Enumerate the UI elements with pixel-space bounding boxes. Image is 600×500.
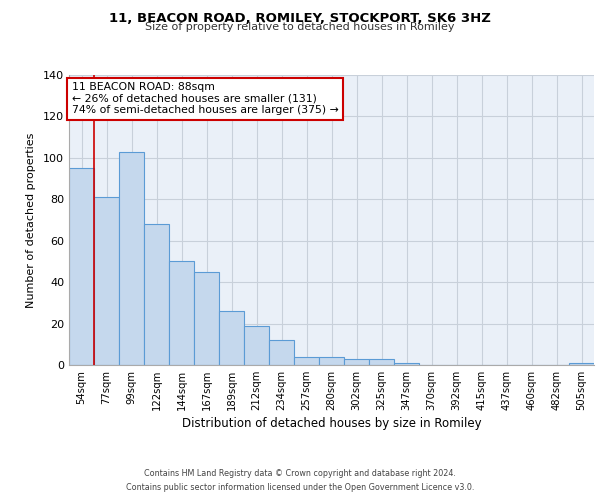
Text: Contains public sector information licensed under the Open Government Licence v3: Contains public sector information licen… [126, 484, 474, 492]
Bar [194, 272, 219, 365]
Bar [294, 356, 319, 365]
Text: 11, BEACON ROAD, ROMILEY, STOCKPORT, SK6 3HZ: 11, BEACON ROAD, ROMILEY, STOCKPORT, SK6… [109, 12, 491, 26]
Bar [144, 224, 169, 365]
Bar [369, 359, 394, 365]
Bar [319, 356, 344, 365]
Y-axis label: Number of detached properties: Number of detached properties [26, 132, 36, 308]
Bar [569, 363, 594, 365]
Bar [219, 311, 244, 365]
Bar [344, 359, 369, 365]
Bar [394, 363, 419, 365]
Text: 11 BEACON ROAD: 88sqm
← 26% of detached houses are smaller (131)
74% of semi-det: 11 BEACON ROAD: 88sqm ← 26% of detached … [71, 82, 338, 116]
Text: Contains HM Land Registry data © Crown copyright and database right 2024.: Contains HM Land Registry data © Crown c… [144, 468, 456, 477]
Bar [244, 326, 269, 365]
Bar [119, 152, 144, 365]
Bar [169, 262, 194, 365]
Bar [269, 340, 294, 365]
Bar [69, 168, 94, 365]
Text: Size of property relative to detached houses in Romiley: Size of property relative to detached ho… [145, 22, 455, 32]
Bar [94, 197, 119, 365]
X-axis label: Distribution of detached houses by size in Romiley: Distribution of detached houses by size … [182, 417, 481, 430]
